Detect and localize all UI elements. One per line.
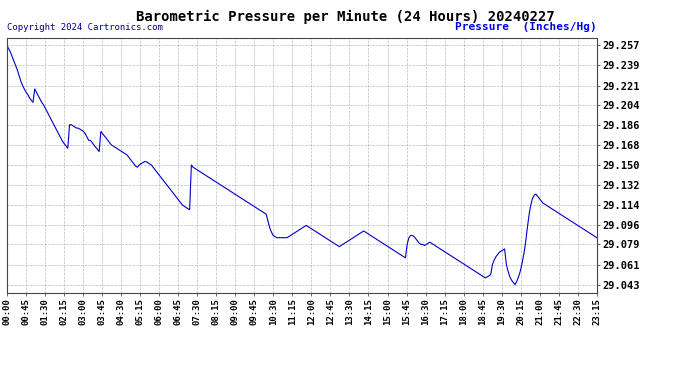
Text: Barometric Pressure per Minute (24 Hours) 20240227: Barometric Pressure per Minute (24 Hours…	[136, 9, 554, 24]
Text: Copyright 2024 Cartronics.com: Copyright 2024 Cartronics.com	[8, 23, 164, 32]
Text: Pressure  (Inches/Hg): Pressure (Inches/Hg)	[455, 22, 597, 32]
